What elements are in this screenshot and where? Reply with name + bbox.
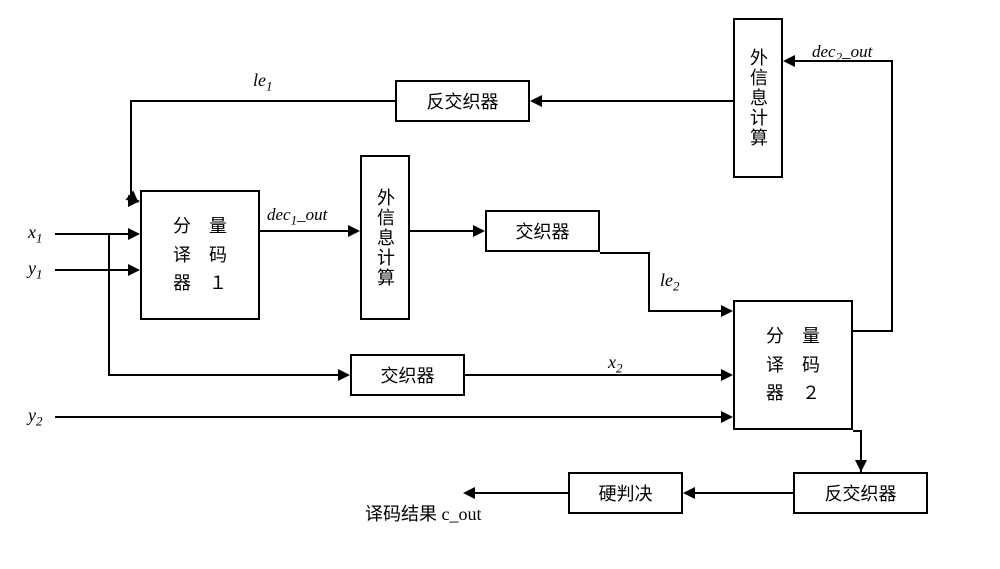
extcalc2-deint1-arrow bbox=[530, 95, 542, 107]
le2-v bbox=[648, 252, 650, 312]
extrinsic-calc-2-block: 外信息计算 bbox=[733, 18, 783, 178]
extrinsic-calc-1-label: 外信息计算 bbox=[372, 188, 398, 288]
le1-label: le1 bbox=[253, 70, 273, 95]
dec1-extcalc-line bbox=[260, 230, 350, 232]
deinterleaver-2-block: 反交织器 bbox=[793, 472, 928, 514]
decoder-2-block: 分 量译 码器 ２ bbox=[733, 300, 853, 430]
extcalc1-interleaver1-arrow bbox=[473, 225, 485, 237]
le1-arrow2 bbox=[128, 195, 140, 207]
le2-arrow bbox=[721, 305, 733, 317]
decoder-1-block: 分 量译 码器 １ bbox=[140, 190, 260, 320]
extrinsic-calc-2-label: 外信息计算 bbox=[745, 48, 771, 148]
dec2-out-v bbox=[891, 60, 893, 332]
y1-line bbox=[55, 269, 130, 271]
hard-decision-block: 硬判决 bbox=[568, 472, 683, 514]
dec2-out-h2 bbox=[795, 60, 893, 62]
dec2-out-arrow bbox=[783, 55, 795, 67]
le2-h2 bbox=[648, 310, 723, 312]
x2-arrow bbox=[721, 369, 733, 381]
dec1-extcalc-arrow bbox=[348, 225, 360, 237]
le1-v2 bbox=[130, 100, 132, 200]
dec1out-label: dec1_out bbox=[267, 205, 327, 228]
x1-branch-v bbox=[108, 233, 110, 376]
y1-arrow bbox=[128, 264, 140, 276]
y1-label: y1 bbox=[28, 258, 43, 283]
deinterleaver-1-block: 反交织器 bbox=[395, 80, 530, 122]
cout-label: 译码结果 c_out bbox=[365, 500, 482, 526]
extrinsic-calc-1-block: 外信息计算 bbox=[360, 155, 410, 320]
y2-line bbox=[55, 416, 723, 418]
le1-h bbox=[130, 100, 395, 102]
interleaver-1-block: 交织器 bbox=[485, 210, 600, 252]
dec2-out-h1 bbox=[853, 330, 893, 332]
x1-arrow bbox=[128, 228, 140, 240]
x1-label: x1 bbox=[28, 222, 43, 247]
dec2-down-stub bbox=[853, 430, 862, 432]
deint2-hard-arrow bbox=[683, 487, 695, 499]
x1-branch-h bbox=[108, 374, 340, 376]
cout-line bbox=[475, 492, 568, 494]
extcalc2-deint1-line bbox=[542, 100, 733, 102]
x2-label: x2 bbox=[608, 352, 623, 377]
x1-line bbox=[55, 233, 130, 235]
x1-branch-arrow bbox=[338, 369, 350, 381]
cout-arrow bbox=[463, 487, 475, 499]
deint2-hard-line bbox=[695, 492, 793, 494]
le2-h1 bbox=[600, 252, 650, 254]
interleaver-2-block: 交织器 bbox=[350, 354, 465, 396]
le2-label: le2 bbox=[660, 270, 680, 295]
y2-label: y2 bbox=[28, 405, 43, 430]
dec2-deint2-arrow bbox=[855, 460, 867, 472]
x2-line bbox=[465, 374, 723, 376]
extcalc1-interleaver1-line bbox=[410, 230, 475, 232]
y2-arrow bbox=[721, 411, 733, 423]
